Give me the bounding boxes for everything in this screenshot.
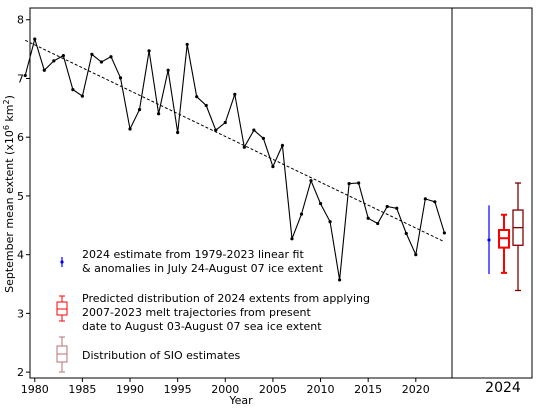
x-axis-title: Year bbox=[228, 394, 253, 407]
side-plot-panel-2024 bbox=[451, 7, 533, 379]
main-plot-panel: 2 3 4 5 6 7 8 1980 1985 1990 1995 2000 2005 2010 2015 2… bbox=[17, 7, 453, 396]
x-tick-label: 2000 bbox=[211, 383, 239, 396]
predicted-box bbox=[498, 213, 510, 274]
data-point bbox=[423, 197, 427, 201]
data-point bbox=[242, 145, 246, 149]
x-tick-label: 1990 bbox=[116, 383, 144, 396]
data-point bbox=[271, 164, 275, 169]
legend-predicted-box bbox=[56, 295, 68, 322]
legend-text-line: Predicted distribution of 2024 extents f… bbox=[82, 292, 370, 305]
y-tick-label: 7 bbox=[17, 72, 24, 85]
data-point bbox=[99, 60, 104, 64]
data-point bbox=[214, 128, 218, 132]
data-point bbox=[204, 103, 208, 108]
legend-text-line: 2024 estimate from 1979-2023 linear fit bbox=[82, 248, 304, 261]
data-point bbox=[395, 206, 399, 210]
data-point bbox=[309, 179, 313, 183]
linear-trend-line bbox=[25, 39, 445, 243]
data-point bbox=[376, 221, 380, 226]
data-point bbox=[52, 59, 56, 63]
data-point bbox=[23, 73, 27, 78]
data-point bbox=[385, 204, 389, 209]
data-point bbox=[299, 212, 304, 216]
data-point bbox=[128, 127, 132, 131]
data-point bbox=[233, 92, 237, 96]
data-point bbox=[223, 120, 227, 125]
x-tick-label: 2020 bbox=[402, 383, 430, 396]
data-point bbox=[414, 253, 418, 257]
y-axis-title: September mean extent (x106 km2) bbox=[2, 95, 16, 293]
data-point bbox=[280, 143, 285, 148]
data-point bbox=[261, 136, 265, 140]
data-point bbox=[290, 237, 294, 241]
legend-text-line: date to August 03-August 07 sea ice exte… bbox=[82, 320, 322, 333]
data-point bbox=[433, 200, 437, 204]
data-point bbox=[252, 128, 256, 132]
data-point bbox=[157, 112, 161, 116]
data-point bbox=[80, 94, 84, 98]
legend-point-marker bbox=[60, 260, 64, 264]
y-tick-label: 2 bbox=[17, 366, 24, 379]
data-point bbox=[71, 88, 75, 92]
data-point bbox=[337, 278, 342, 282]
y-tick-label: 6 bbox=[17, 131, 24, 144]
data-point bbox=[118, 76, 123, 80]
data-point bbox=[347, 182, 351, 186]
x-tick-label: 1980 bbox=[21, 383, 49, 396]
extent-series-line bbox=[24, 37, 445, 280]
data-point bbox=[33, 37, 37, 41]
data-point bbox=[166, 68, 170, 72]
legend-text-line: 2007-2023 melt trajectories from present bbox=[82, 306, 311, 319]
data-point bbox=[442, 231, 446, 235]
data-point bbox=[61, 53, 65, 58]
data-point bbox=[90, 52, 94, 56]
x-tick-label: 2010 bbox=[307, 383, 335, 396]
sio-box bbox=[512, 182, 524, 292]
data-point bbox=[147, 49, 151, 53]
data-point bbox=[366, 216, 370, 220]
data-point bbox=[109, 55, 113, 59]
point-estimate-marker bbox=[487, 238, 491, 242]
data-point bbox=[185, 42, 189, 47]
x-tick-label: 2015 bbox=[354, 383, 382, 396]
y-tick-label: 4 bbox=[17, 249, 24, 262]
y-tick-label: 5 bbox=[17, 190, 24, 203]
data-point bbox=[195, 95, 199, 99]
legend-text-line: & anomalies in July 24-August 07 ice ext… bbox=[82, 262, 324, 275]
x-tick-label: 2005 bbox=[259, 383, 287, 396]
side-plot-frame bbox=[451, 7, 533, 379]
data-point bbox=[357, 181, 361, 185]
data-point bbox=[176, 130, 180, 135]
data-point bbox=[42, 68, 46, 72]
legend: 2024 estimate from 1979-2023 linear fit&… bbox=[56, 248, 370, 373]
data-point bbox=[328, 220, 332, 224]
y-tick-label: 8 bbox=[17, 14, 24, 27]
data-point bbox=[318, 201, 323, 206]
x-tick-label: 1995 bbox=[164, 383, 192, 396]
x-tick-label: 1985 bbox=[68, 383, 96, 396]
legend-text-line: Distribution of SIO estimates bbox=[82, 349, 241, 362]
legend-sio-box bbox=[56, 336, 68, 373]
data-point bbox=[137, 108, 142, 112]
data-point bbox=[404, 231, 408, 236]
side-panel-label: 2024 bbox=[485, 380, 521, 396]
y-tick-label: 3 bbox=[17, 307, 24, 320]
